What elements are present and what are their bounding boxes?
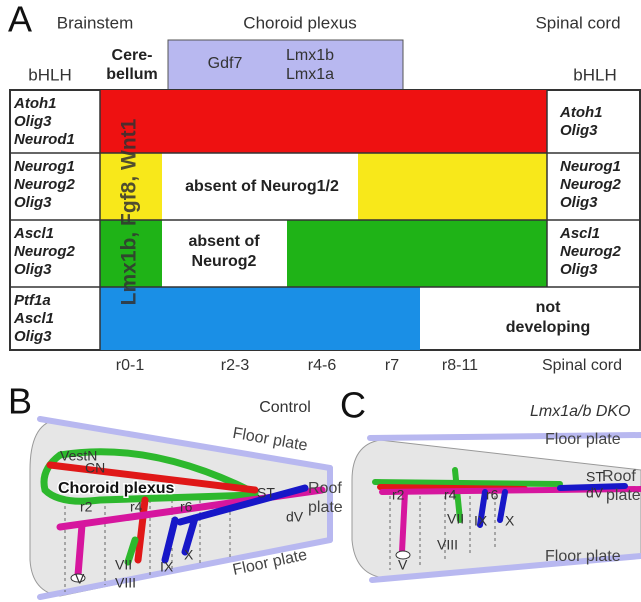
gene: Olig3 bbox=[14, 194, 52, 211]
nerve: IX bbox=[160, 559, 174, 575]
dv: dV bbox=[286, 509, 304, 525]
gene: Lmx1a bbox=[286, 66, 334, 83]
bhlh-label: bHLH bbox=[573, 65, 616, 84]
gene: Neurog2 bbox=[560, 176, 622, 193]
vertical-label: Lmx1b, Fgf8, Wnt1 bbox=[118, 118, 141, 305]
region-label: Choroid plexus bbox=[243, 13, 356, 32]
cerebellum: Cere- bbox=[112, 47, 153, 64]
note: not bbox=[536, 299, 562, 316]
gene: Neurog1 bbox=[560, 158, 621, 175]
rhombomere: r2 bbox=[80, 499, 93, 515]
nerve: V bbox=[75, 571, 85, 587]
note: developing bbox=[506, 319, 590, 336]
gene: Atoh1 bbox=[13, 95, 57, 112]
gene: Olig3 bbox=[560, 261, 598, 278]
rhombomere: r4 bbox=[444, 487, 457, 503]
floor-plate: Floor plate bbox=[545, 548, 621, 565]
figure: A Brainstem Choroid plexus Spinal cord G… bbox=[0, 0, 641, 602]
roof-plate: Roof bbox=[602, 468, 636, 485]
nerve: VII bbox=[115, 557, 132, 573]
nerve: IX bbox=[474, 513, 488, 529]
gene: Olig3 bbox=[14, 113, 52, 130]
floor-plate: Floor plate bbox=[231, 425, 309, 455]
rhombomere: r6 bbox=[180, 499, 193, 515]
nucleus: CN bbox=[85, 460, 105, 476]
st: ST bbox=[257, 485, 275, 501]
panel-letter: A bbox=[8, 0, 32, 40]
note: Neurog2 bbox=[192, 253, 257, 270]
choroid-plexus: Choroid plexus bbox=[58, 480, 175, 497]
nerve: VIII bbox=[115, 575, 136, 591]
gene: Lmx1b bbox=[286, 47, 334, 64]
rhombomere: r4 bbox=[130, 499, 143, 515]
gene: Atoh1 bbox=[559, 104, 603, 121]
panel-letter: C bbox=[340, 385, 366, 426]
page: A Brainstem Choroid plexus Spinal cord G… bbox=[0, 0, 641, 602]
roof-plate: plate bbox=[606, 487, 641, 504]
nerve: VIII bbox=[437, 537, 458, 553]
gene: Neurog1 bbox=[14, 158, 75, 175]
cell bbox=[100, 90, 547, 153]
roof-plate: Roof bbox=[308, 480, 342, 497]
gene: Neurog2 bbox=[14, 243, 76, 260]
condition: Control bbox=[259, 399, 311, 416]
nerve: X bbox=[184, 547, 194, 563]
bhlh-label: bHLH bbox=[28, 65, 71, 84]
gene: Neurod1 bbox=[14, 131, 75, 148]
gene: Olig3 bbox=[560, 194, 598, 211]
gene: Ascl1 bbox=[13, 225, 54, 242]
segment: r0-1 bbox=[116, 357, 145, 374]
st: ST bbox=[586, 469, 604, 485]
gene: Gdf7 bbox=[208, 55, 243, 72]
segment: r4-6 bbox=[308, 357, 337, 374]
region-label: Brainstem bbox=[57, 13, 134, 32]
gene: Ascl1 bbox=[559, 225, 600, 242]
gene: Olig3 bbox=[14, 261, 52, 278]
condition: Lmx1a/b DKO bbox=[530, 403, 630, 420]
segment: Spinal cord bbox=[542, 357, 622, 374]
gene: Ptf1a bbox=[14, 292, 51, 309]
cell bbox=[287, 220, 547, 287]
cell bbox=[100, 287, 420, 350]
dv: dV bbox=[586, 485, 604, 501]
segment: r7 bbox=[385, 357, 399, 374]
gene: Olig3 bbox=[560, 122, 598, 139]
nerve: VII bbox=[447, 511, 464, 527]
gene: Neurog2 bbox=[14, 176, 76, 193]
segment: r8-11 bbox=[442, 357, 478, 374]
gene: Ascl1 bbox=[13, 310, 54, 327]
cell bbox=[358, 153, 547, 220]
rhombomere: r6 bbox=[486, 487, 499, 503]
panel-letter: B bbox=[8, 381, 32, 422]
region-label: Spinal cord bbox=[535, 13, 620, 32]
nerve: X bbox=[505, 513, 515, 529]
roof-plate: plate bbox=[308, 499, 343, 516]
segment: r2-3 bbox=[221, 357, 250, 374]
gene: Neurog2 bbox=[560, 243, 622, 260]
rhombomere: r2 bbox=[392, 487, 405, 503]
cerebellum: bellum bbox=[106, 66, 158, 83]
note: absent of bbox=[188, 233, 260, 250]
gene: Olig3 bbox=[14, 328, 52, 345]
floor-plate: Floor plate bbox=[545, 431, 621, 448]
nerve: V bbox=[398, 557, 408, 573]
note: absent of Neurog1/2 bbox=[185, 178, 339, 195]
